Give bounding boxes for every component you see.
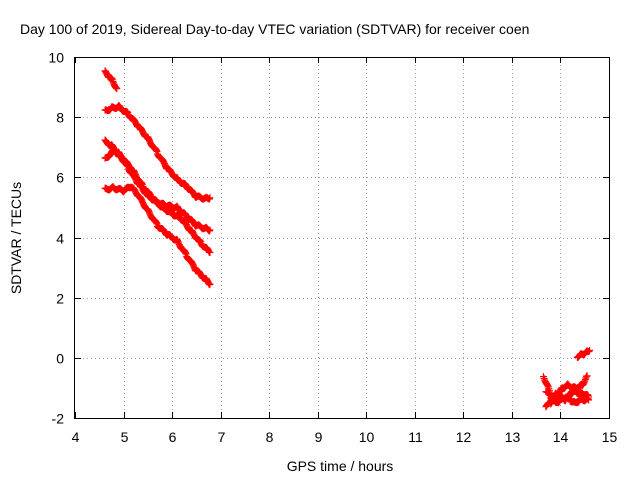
data-point bbox=[206, 280, 214, 288]
y-tick-label: -2 bbox=[52, 411, 65, 427]
x-tick-label: 15 bbox=[602, 429, 618, 445]
series-pass-E bbox=[101, 183, 214, 289]
y-tick-label: 0 bbox=[56, 351, 64, 367]
plot-frame bbox=[74, 57, 610, 419]
data-point bbox=[581, 376, 589, 384]
x-tick-label: 7 bbox=[218, 429, 226, 445]
data-point bbox=[585, 348, 593, 356]
data-point bbox=[206, 194, 214, 202]
x-tick-label: 10 bbox=[359, 429, 375, 445]
data-point bbox=[546, 390, 554, 398]
data-point bbox=[113, 85, 121, 93]
x-tick-label: 5 bbox=[121, 429, 129, 445]
y-tick-labels: -2 0 2 4 6 8 10 bbox=[48, 50, 64, 427]
chart-title: Day 100 of 2019, Sidereal Day-to-day VTE… bbox=[20, 21, 529, 37]
x-tick-label: 8 bbox=[266, 429, 274, 445]
data-point bbox=[580, 379, 588, 387]
x-tick-label: 4 bbox=[72, 429, 80, 445]
x-axis-label: GPS time / hours bbox=[287, 458, 394, 474]
x-tick-label: 13 bbox=[505, 429, 521, 445]
series-pass-D bbox=[101, 146, 214, 257]
x-tick-label: 11 bbox=[408, 429, 423, 445]
x-tick-label: 9 bbox=[315, 429, 323, 445]
x-tick-labels: 4 5 6 7 8 9 10 11 12 13 14 15 bbox=[72, 429, 618, 445]
data-point bbox=[206, 249, 214, 257]
series-pass-H bbox=[542, 388, 593, 407]
data-point bbox=[583, 372, 591, 380]
y-tick-label: 6 bbox=[56, 170, 64, 186]
series-pass-I bbox=[573, 346, 594, 362]
y-axis-label: SDTVAR / TECUs bbox=[8, 182, 24, 294]
series-pass-B bbox=[101, 101, 214, 203]
series-pass-A bbox=[101, 67, 121, 93]
x-tick-label: 12 bbox=[456, 429, 472, 445]
data-point bbox=[206, 226, 214, 234]
data-point bbox=[540, 374, 548, 382]
data-point bbox=[586, 346, 594, 354]
data-point bbox=[581, 377, 589, 385]
axis-ticks bbox=[75, 57, 610, 419]
data-point bbox=[585, 396, 593, 404]
x-tick-label: 14 bbox=[553, 429, 569, 445]
data-point bbox=[544, 382, 552, 390]
y-tick-label: 10 bbox=[48, 50, 64, 66]
y-tick-label: 8 bbox=[56, 110, 64, 126]
data-points bbox=[101, 67, 594, 411]
y-tick-label: 4 bbox=[56, 231, 64, 247]
y-tick-label: 2 bbox=[56, 291, 64, 307]
x-tick-label: 6 bbox=[169, 429, 177, 445]
grid-lines bbox=[75, 57, 609, 418]
